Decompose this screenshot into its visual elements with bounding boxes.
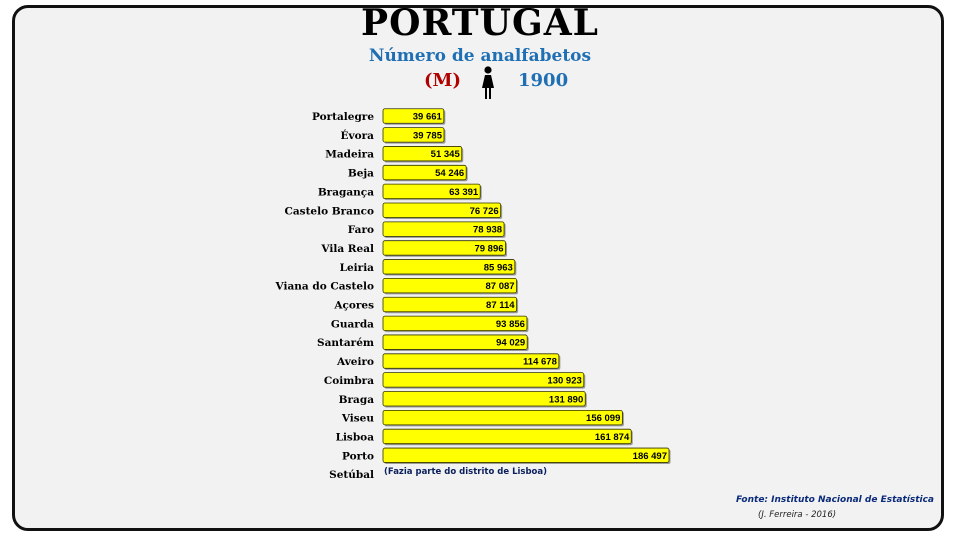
value-label-madeira: 51 345 (431, 149, 461, 160)
bar-portalegre (382, 108, 445, 124)
category-label-braga: Braga (339, 394, 375, 406)
page-title: PORTUGAL (361, 2, 599, 44)
value-label-portalegre: 39 661 (413, 112, 443, 123)
category-label-madeira: Madeira (325, 149, 374, 161)
category-label-viseu: Viseu (341, 413, 375, 425)
value-label-lisboa: 161 874 (595, 432, 630, 443)
bar-santarem (382, 334, 528, 350)
bar-acores (382, 296, 517, 313)
category-label-beja: Beja (348, 168, 374, 180)
category-label-castelo-branco: Castelo Branco (285, 205, 375, 217)
category-label-evora: Évora (341, 128, 375, 142)
bar-guarda (382, 315, 528, 332)
value-label-guarda: 93 856 (496, 319, 525, 330)
value-label-coimbra: 130 923 (547, 375, 581, 386)
category-label-porto: Porto (342, 450, 374, 462)
value-label-braganca: 63 391 (449, 187, 479, 198)
bar-evora (382, 127, 445, 143)
year-label: 1900 (518, 70, 569, 91)
value-label-beja: 54 246 (435, 168, 464, 179)
value-label-faro: 78 938 (473, 225, 502, 236)
value-label-vila-real: 79 896 (474, 243, 503, 254)
bar-faro (382, 221, 505, 237)
category-label-coimbra: Coimbra (324, 375, 374, 387)
bar-viseu (382, 409, 623, 426)
category-label-braganca: Bragança (318, 186, 374, 198)
value-label-castelo-branco: 76 726 (470, 206, 499, 217)
bar-braga (382, 391, 586, 407)
bar-aveiro (382, 353, 560, 369)
category-label-aveiro: Aveiro (336, 356, 374, 368)
category-label-guarda: Guarda (331, 318, 374, 330)
bar-viana-do-castelo (382, 277, 517, 294)
category-label-lisboa: Lisboa (336, 431, 375, 443)
chart-subtitle: Número de analfabetos (368, 46, 592, 66)
category-label-portalegre: Portalegre (312, 111, 374, 123)
category-label-santarem: Santarém (317, 337, 374, 349)
sex-label: (M) (424, 70, 461, 91)
bar-leiria (382, 259, 516, 275)
bar-lisboa (382, 428, 632, 445)
value-label-porto: 186 497 (633, 451, 667, 462)
bar-madeira (382, 146, 463, 162)
category-label-leiria: Leiria (340, 262, 375, 274)
author-credit: (J. Ferreira - 2016) (758, 510, 837, 520)
value-label-viana-do-castelo: 87 087 (485, 281, 514, 292)
value-label-aveiro: 114 678 (523, 357, 557, 368)
woman-icon (482, 66, 494, 99)
value-label-viseu: 156 099 (586, 413, 620, 424)
value-label-santarem: 94 029 (496, 338, 525, 349)
category-label-faro: Faro (348, 224, 374, 236)
category-label-vila-real: Vila Real (320, 243, 374, 255)
value-label-evora: 39 785 (413, 130, 443, 141)
bar-coimbra (382, 372, 585, 388)
category-label-acores: Açores (333, 300, 374, 312)
source-text: Fonte: Instituto Nacional de Estatística (735, 495, 934, 505)
bar-castelo-branco (382, 202, 502, 218)
value-label-leiria: 85 963 (484, 262, 513, 273)
category-label-viana-do-castelo: Viana do Castelo (275, 281, 374, 293)
setubal-note: (Fazia parte do distrito de Lisboa) (384, 467, 547, 477)
value-label-braga: 131 890 (549, 394, 583, 405)
bar-porto (382, 447, 670, 463)
bar-braganca (382, 183, 481, 200)
bar-vila-real (382, 240, 506, 256)
value-label-acores: 87 114 (486, 300, 515, 311)
category-label-setubal: Setúbal (329, 469, 374, 481)
bar-beja (382, 164, 467, 181)
